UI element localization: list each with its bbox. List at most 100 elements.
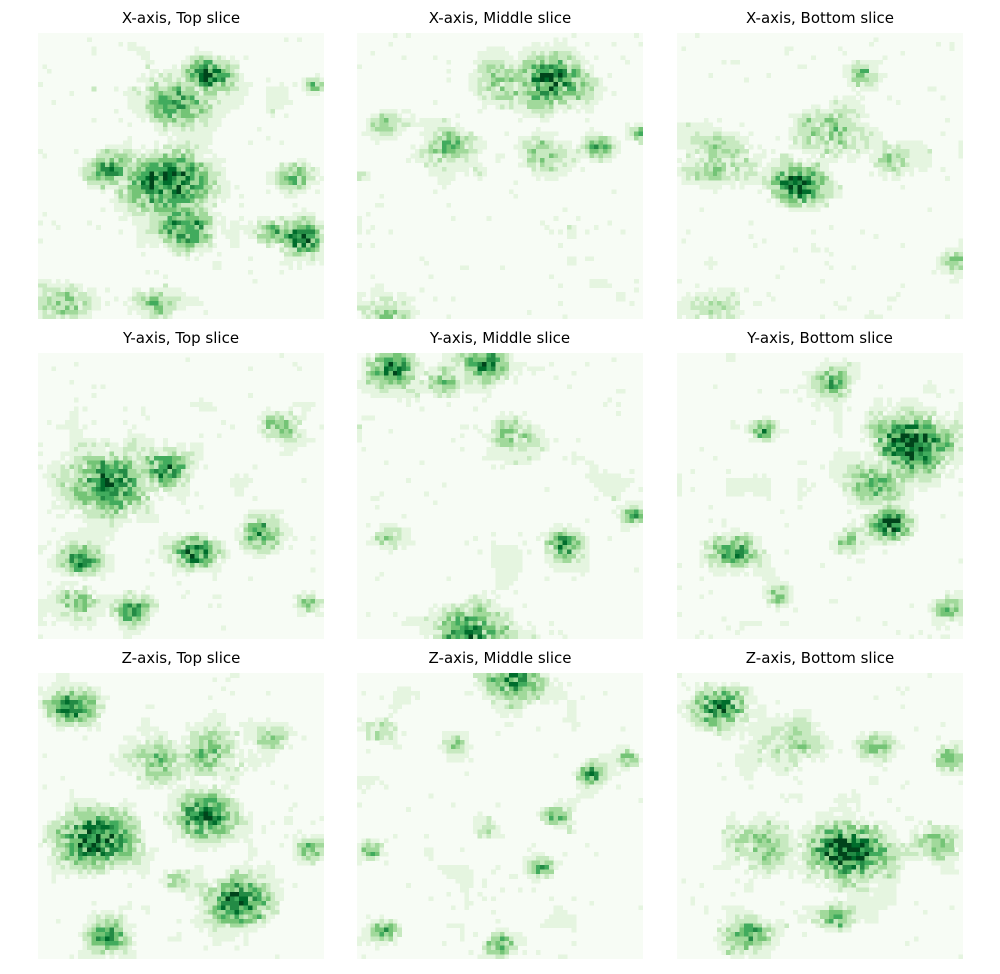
heatmap-cell — [370, 296, 376, 302]
heatmap-cell — [265, 513, 271, 519]
heatmap-cell — [189, 220, 195, 226]
heatmap-cell — [584, 149, 590, 154]
heatmap-cell — [145, 504, 151, 510]
heatmap-cell — [584, 77, 590, 83]
heatmap-cell — [694, 292, 700, 297]
heatmap-cell — [721, 171, 727, 177]
heatmap-cell — [216, 554, 222, 559]
heatmap-cell — [495, 100, 501, 105]
heatmap-cell — [677, 301, 682, 306]
heatmap-cell — [544, 86, 550, 92]
heatmap-cell — [828, 140, 834, 146]
heatmap-cell — [708, 162, 714, 168]
heatmap-cell — [167, 117, 173, 123]
heatmap-cell — [154, 216, 159, 221]
heatmap-cell — [136, 184, 142, 190]
heatmap-cell — [567, 229, 572, 235]
heatmap-cell — [310, 567, 316, 573]
heatmap-cell — [584, 68, 590, 74]
heatmap-cell — [535, 366, 541, 372]
heatmap-cell — [842, 122, 848, 128]
heatmap-cell — [851, 82, 857, 87]
heatmap-cell — [940, 251, 946, 257]
heatmap-cell — [949, 46, 955, 52]
heatmap-cell — [78, 473, 83, 479]
heatmap-cell — [118, 621, 124, 626]
heatmap-cell — [558, 153, 563, 159]
heatmap-cell — [140, 616, 146, 622]
heatmap-cell — [216, 176, 222, 181]
heatmap-cell — [784, 176, 790, 181]
heatmap-cell — [158, 189, 164, 195]
heatmap-cell — [105, 442, 110, 448]
heatmap-cell — [283, 91, 289, 96]
heatmap-cell — [185, 180, 191, 186]
heatmap-cell — [82, 460, 88, 466]
heatmap-cell — [185, 243, 191, 248]
heatmap-cell — [78, 428, 83, 434]
heatmap-cell — [203, 211, 209, 217]
heatmap-cell — [203, 113, 209, 119]
heatmap-cell — [306, 260, 311, 266]
heatmap-cell — [712, 149, 718, 154]
heatmap-cell — [163, 122, 168, 128]
heatmap-cell — [401, 314, 407, 319]
heatmap-cell — [365, 361, 371, 367]
heatmap-cell — [504, 353, 510, 358]
heatmap-cell — [91, 469, 97, 474]
heatmap-cell — [248, 366, 253, 372]
heatmap-cell — [149, 198, 155, 204]
heatmap-cell — [100, 460, 106, 466]
heatmap-cell — [878, 162, 883, 168]
heatmap-cell — [726, 180, 731, 186]
heatmap-cell — [69, 585, 75, 591]
heatmap-cell — [584, 256, 590, 262]
heatmap-cell — [109, 460, 115, 466]
heatmap-cell — [544, 113, 550, 119]
heatmap-cell — [261, 513, 267, 519]
heatmap-cell — [535, 113, 541, 119]
heatmap-cell — [216, 167, 222, 172]
heatmap-cell — [468, 370, 474, 376]
heatmap-cell — [176, 117, 182, 123]
heatmap-cell — [306, 234, 311, 239]
heatmap-cell — [319, 260, 324, 266]
heatmap-cell — [265, 229, 271, 235]
heatmap-cell — [717, 153, 722, 159]
heatmap-cell — [544, 68, 550, 74]
heatmap-cell — [225, 82, 231, 87]
heatmap-cell — [638, 122, 643, 128]
heatmap-cell — [730, 162, 736, 168]
heatmap-cell — [589, 82, 595, 87]
heatmap-cell — [163, 478, 168, 483]
heatmap-cell — [194, 95, 200, 101]
heatmap-cell — [96, 460, 101, 466]
heatmap-cell — [198, 50, 204, 56]
heatmap-cell — [82, 540, 88, 546]
heatmap-cell — [513, 95, 519, 101]
heatmap-cell — [739, 158, 745, 163]
heatmap-cell — [136, 77, 142, 83]
heatmap-cell — [473, 158, 478, 163]
heatmap-cell — [441, 153, 447, 159]
heatmap-cell — [388, 135, 394, 141]
heatmap-cell — [726, 149, 731, 154]
heatmap-cell — [82, 545, 88, 550]
heatmap-cell — [437, 153, 443, 159]
heatmap-cell — [292, 243, 298, 248]
heatmap-cell — [118, 198, 124, 204]
heatmap-cell — [477, 140, 483, 146]
heatmap-cell — [189, 59, 195, 65]
heatmap-cell — [216, 540, 222, 546]
heatmap-cell — [319, 220, 324, 226]
heatmap-cell — [828, 144, 834, 150]
heatmap-cell — [477, 370, 483, 376]
heatmap-cell — [91, 420, 97, 425]
heatmap-cell — [198, 229, 204, 235]
heatmap-cell — [87, 522, 92, 528]
heatmap-cell — [69, 567, 75, 573]
heatmap-cell — [122, 176, 128, 181]
heatmap-cell — [712, 260, 718, 266]
heatmap-cell — [584, 144, 590, 150]
heatmap-cell — [145, 451, 151, 457]
